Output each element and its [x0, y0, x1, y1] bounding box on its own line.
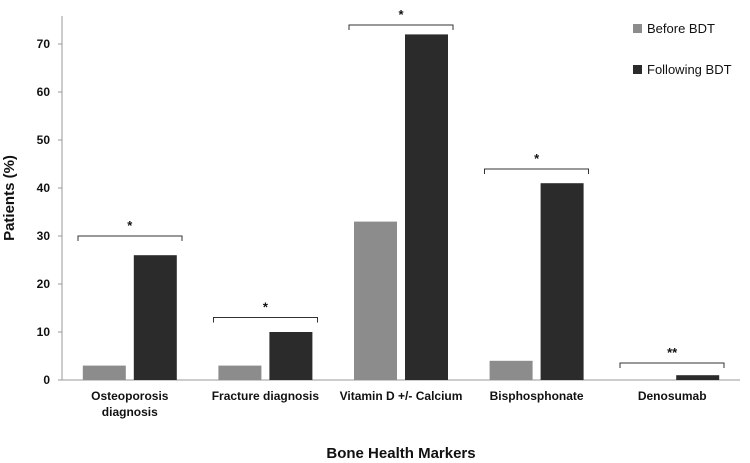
x-category-label: Fracture diagnosis: [212, 389, 320, 403]
y-tick-label: 10: [37, 325, 51, 339]
y-tick-label: 60: [37, 85, 51, 99]
labels: 0 10 20 30 40 50 60 70 Osteoporosis diagnosis Frac…: [1, 37, 707, 462]
bar-before-bdt-2: [354, 221, 397, 380]
significance-marker: *: [534, 151, 540, 166]
significance-bracket: [77, 235, 183, 241]
x-category-label: Osteoporosis diagnosis: [91, 389, 169, 419]
significance-marker: *: [127, 218, 133, 233]
significance-bracket: [348, 24, 454, 30]
x-category-label-line: Bisphosphonate: [490, 389, 584, 403]
x-category-label: Bisphosphonate: [490, 389, 584, 403]
bars: [82, 34, 720, 381]
x-category-label: Denosumab: [638, 389, 707, 403]
y-tick-label: 30: [37, 229, 51, 243]
significance-bracket: [619, 362, 725, 369]
significance-marker: **: [667, 345, 678, 360]
bar-before-bdt-3: [489, 360, 533, 380]
bar-following-bdt-3: [540, 183, 584, 380]
bar-following-bdt-2: [405, 34, 448, 381]
y-axis-title: Patients (%): [1, 155, 18, 241]
x-category-label-line: Fracture diagnosis: [212, 389, 320, 403]
x-category-label: Vitamin D +/- Calcium: [340, 389, 463, 403]
bar-following-bdt-1: [269, 332, 313, 380]
x-axis-title: Bone Health Markers: [326, 445, 475, 462]
x-category-label-line: Denosumab: [638, 389, 707, 403]
x-category-label-line: diagnosis: [102, 405, 158, 419]
significance-bracket: [212, 317, 318, 323]
legend-label: Following BDT: [647, 62, 732, 77]
y-tick-label: 40: [37, 181, 51, 195]
x-category-label-line: Osteoporosis: [91, 389, 169, 403]
y-tick-label: 0: [43, 373, 50, 387]
legend-swatch: [633, 24, 642, 33]
bar-following-bdt-4: [676, 375, 720, 380]
legend: Before BDT Following BDT: [633, 21, 732, 77]
bar-following-bdt-0: [133, 255, 177, 380]
bar-before-bdt-1: [218, 365, 262, 380]
significance-marker: *: [263, 300, 269, 315]
significance-marker: *: [398, 7, 404, 22]
significance-bracket: [484, 168, 590, 174]
y-tick-label: 20: [37, 277, 51, 291]
y-tick-label: 70: [37, 37, 51, 51]
x-category-label-line: Vitamin D +/- Calcium: [340, 389, 463, 403]
legend-label: Before BDT: [647, 21, 715, 36]
significance-annotations: ******: [77, 7, 725, 369]
legend-swatch: [633, 65, 642, 74]
bar-before-bdt-0: [82, 365, 126, 380]
y-tick-label: 50: [37, 133, 51, 147]
